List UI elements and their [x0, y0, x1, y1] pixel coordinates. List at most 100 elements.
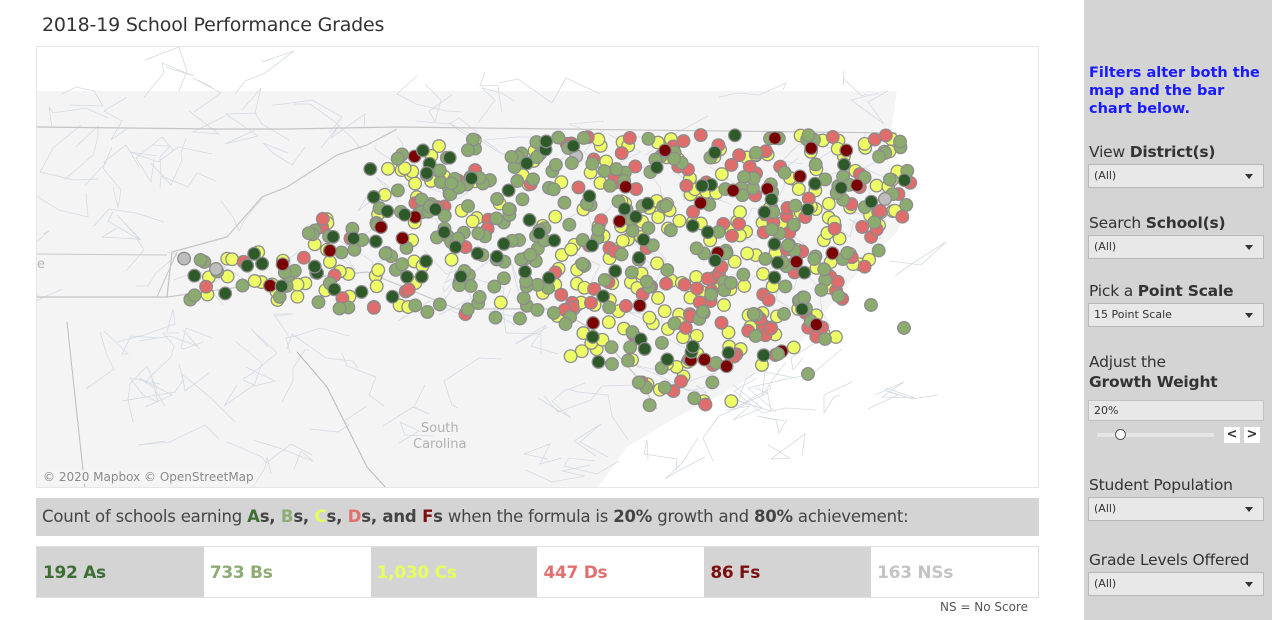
school-marker[interactable] [685, 339, 700, 354]
school-marker[interactable] [460, 302, 475, 317]
school-marker[interactable] [597, 273, 612, 287]
school-marker[interactable] [432, 163, 447, 178]
population-dropdown[interactable]: (All) [1088, 497, 1264, 521]
school-marker[interactable] [674, 374, 689, 389]
school-marker[interactable] [704, 287, 719, 302]
school-marker[interactable] [597, 164, 612, 179]
school-marker[interactable] [689, 241, 704, 256]
school-marker[interactable] [461, 143, 475, 158]
school-marker[interactable] [493, 295, 508, 310]
school-marker[interactable] [632, 298, 647, 313]
school-marker[interactable] [614, 247, 629, 262]
school-marker[interactable] [818, 332, 832, 346]
school-marker[interactable] [472, 290, 487, 304]
school-marker[interactable] [625, 223, 640, 238]
school-marker[interactable] [301, 226, 316, 241]
school-marker[interactable] [576, 130, 591, 145]
school-marker[interactable] [657, 304, 672, 319]
school-marker[interactable] [419, 166, 434, 181]
map-attribution[interactable]: © 2020 Mapbox © OpenStreetMap [41, 470, 256, 484]
school-marker[interactable] [605, 357, 619, 372]
school-marker[interactable] [562, 217, 577, 232]
school-marker[interactable] [415, 143, 430, 158]
school-marker[interactable] [825, 246, 840, 261]
school-marker[interactable] [334, 245, 349, 260]
school-marker[interactable] [603, 178, 617, 193]
school-marker[interactable] [566, 138, 581, 153]
school-marker[interactable] [628, 159, 643, 174]
school-marker[interactable] [693, 128, 708, 143]
school-marker[interactable] [315, 211, 330, 226]
school-marker[interactable] [764, 321, 778, 336]
school-marker[interactable] [869, 178, 884, 193]
school-marker[interactable] [732, 148, 747, 163]
school-marker[interactable] [893, 134, 907, 149]
school-marker[interactable] [717, 298, 731, 312]
school-marker[interactable] [686, 204, 700, 219]
school-marker[interactable] [660, 352, 675, 367]
school-marker[interactable] [623, 340, 638, 355]
school-marker[interactable] [414, 269, 429, 284]
school-marker[interactable] [723, 275, 738, 290]
school-marker[interactable] [690, 281, 704, 296]
school-marker[interactable] [354, 284, 369, 299]
school-marker[interactable] [857, 259, 872, 274]
school-marker[interactable] [547, 233, 562, 248]
school-marker[interactable] [548, 209, 563, 224]
decrement-button[interactable]: < [1224, 427, 1240, 443]
school-marker[interactable] [193, 252, 208, 267]
school-marker[interactable] [640, 196, 655, 211]
count-cell-ns[interactable]: 163 NSs [871, 547, 1038, 597]
school-marker[interactable] [878, 192, 892, 206]
school-marker[interactable] [778, 279, 793, 294]
school-marker[interactable] [808, 176, 822, 191]
school-marker[interactable] [551, 130, 566, 145]
school-marker[interactable] [471, 226, 486, 241]
school-marker[interactable] [732, 216, 746, 231]
map-layer[interactable] [37, 47, 1039, 488]
school-marker[interactable] [873, 203, 888, 218]
school-marker[interactable] [585, 329, 600, 344]
school-marker[interactable] [489, 249, 504, 264]
school-marker[interactable] [564, 156, 579, 171]
school-marker[interactable] [366, 190, 381, 204]
school-marker[interactable] [218, 286, 233, 301]
grade-levels-dropdown[interactable]: (All) [1088, 572, 1264, 596]
school-marker[interactable] [296, 250, 311, 265]
school-marker[interactable] [583, 295, 598, 310]
school-marker[interactable] [470, 246, 485, 261]
school-marker[interactable] [642, 398, 657, 413]
school-marker[interactable] [814, 282, 829, 297]
school-marker[interactable] [793, 169, 807, 184]
school-map[interactable]: e South Carolina © 2020 Mapbox © OpenStr… [36, 46, 1039, 488]
school-marker[interactable] [707, 145, 722, 160]
school-marker[interactable] [519, 156, 534, 171]
growth-weight-slider[interactable] [1097, 433, 1214, 437]
school-marker[interactable] [864, 194, 879, 209]
school-marker[interactable] [697, 352, 712, 367]
school-marker[interactable] [899, 197, 914, 212]
school-marker[interactable] [255, 256, 270, 271]
school-marker[interactable] [850, 178, 864, 193]
school-marker[interactable] [867, 215, 882, 230]
school-marker[interactable] [515, 192, 530, 207]
school-marker[interactable] [575, 257, 590, 271]
school-marker[interactable] [678, 320, 693, 335]
school-marker[interactable] [510, 174, 525, 188]
school-marker[interactable] [659, 276, 674, 291]
school-marker[interactable] [617, 201, 632, 216]
school-marker[interactable] [380, 204, 395, 219]
school-marker[interactable] [225, 252, 240, 267]
school-marker[interactable] [557, 195, 572, 210]
school-marker[interactable] [332, 301, 347, 316]
school-marker[interactable] [719, 359, 734, 374]
school-marker[interactable] [346, 231, 361, 246]
school-marker[interactable] [746, 307, 761, 321]
school-marker[interactable] [235, 278, 250, 293]
school-marker[interactable] [693, 196, 708, 210]
school-marker[interactable] [698, 397, 713, 412]
school-marker[interactable] [687, 391, 702, 406]
school-marker[interactable] [542, 271, 556, 285]
school-marker[interactable] [649, 160, 664, 175]
school-marker[interactable] [585, 238, 599, 253]
